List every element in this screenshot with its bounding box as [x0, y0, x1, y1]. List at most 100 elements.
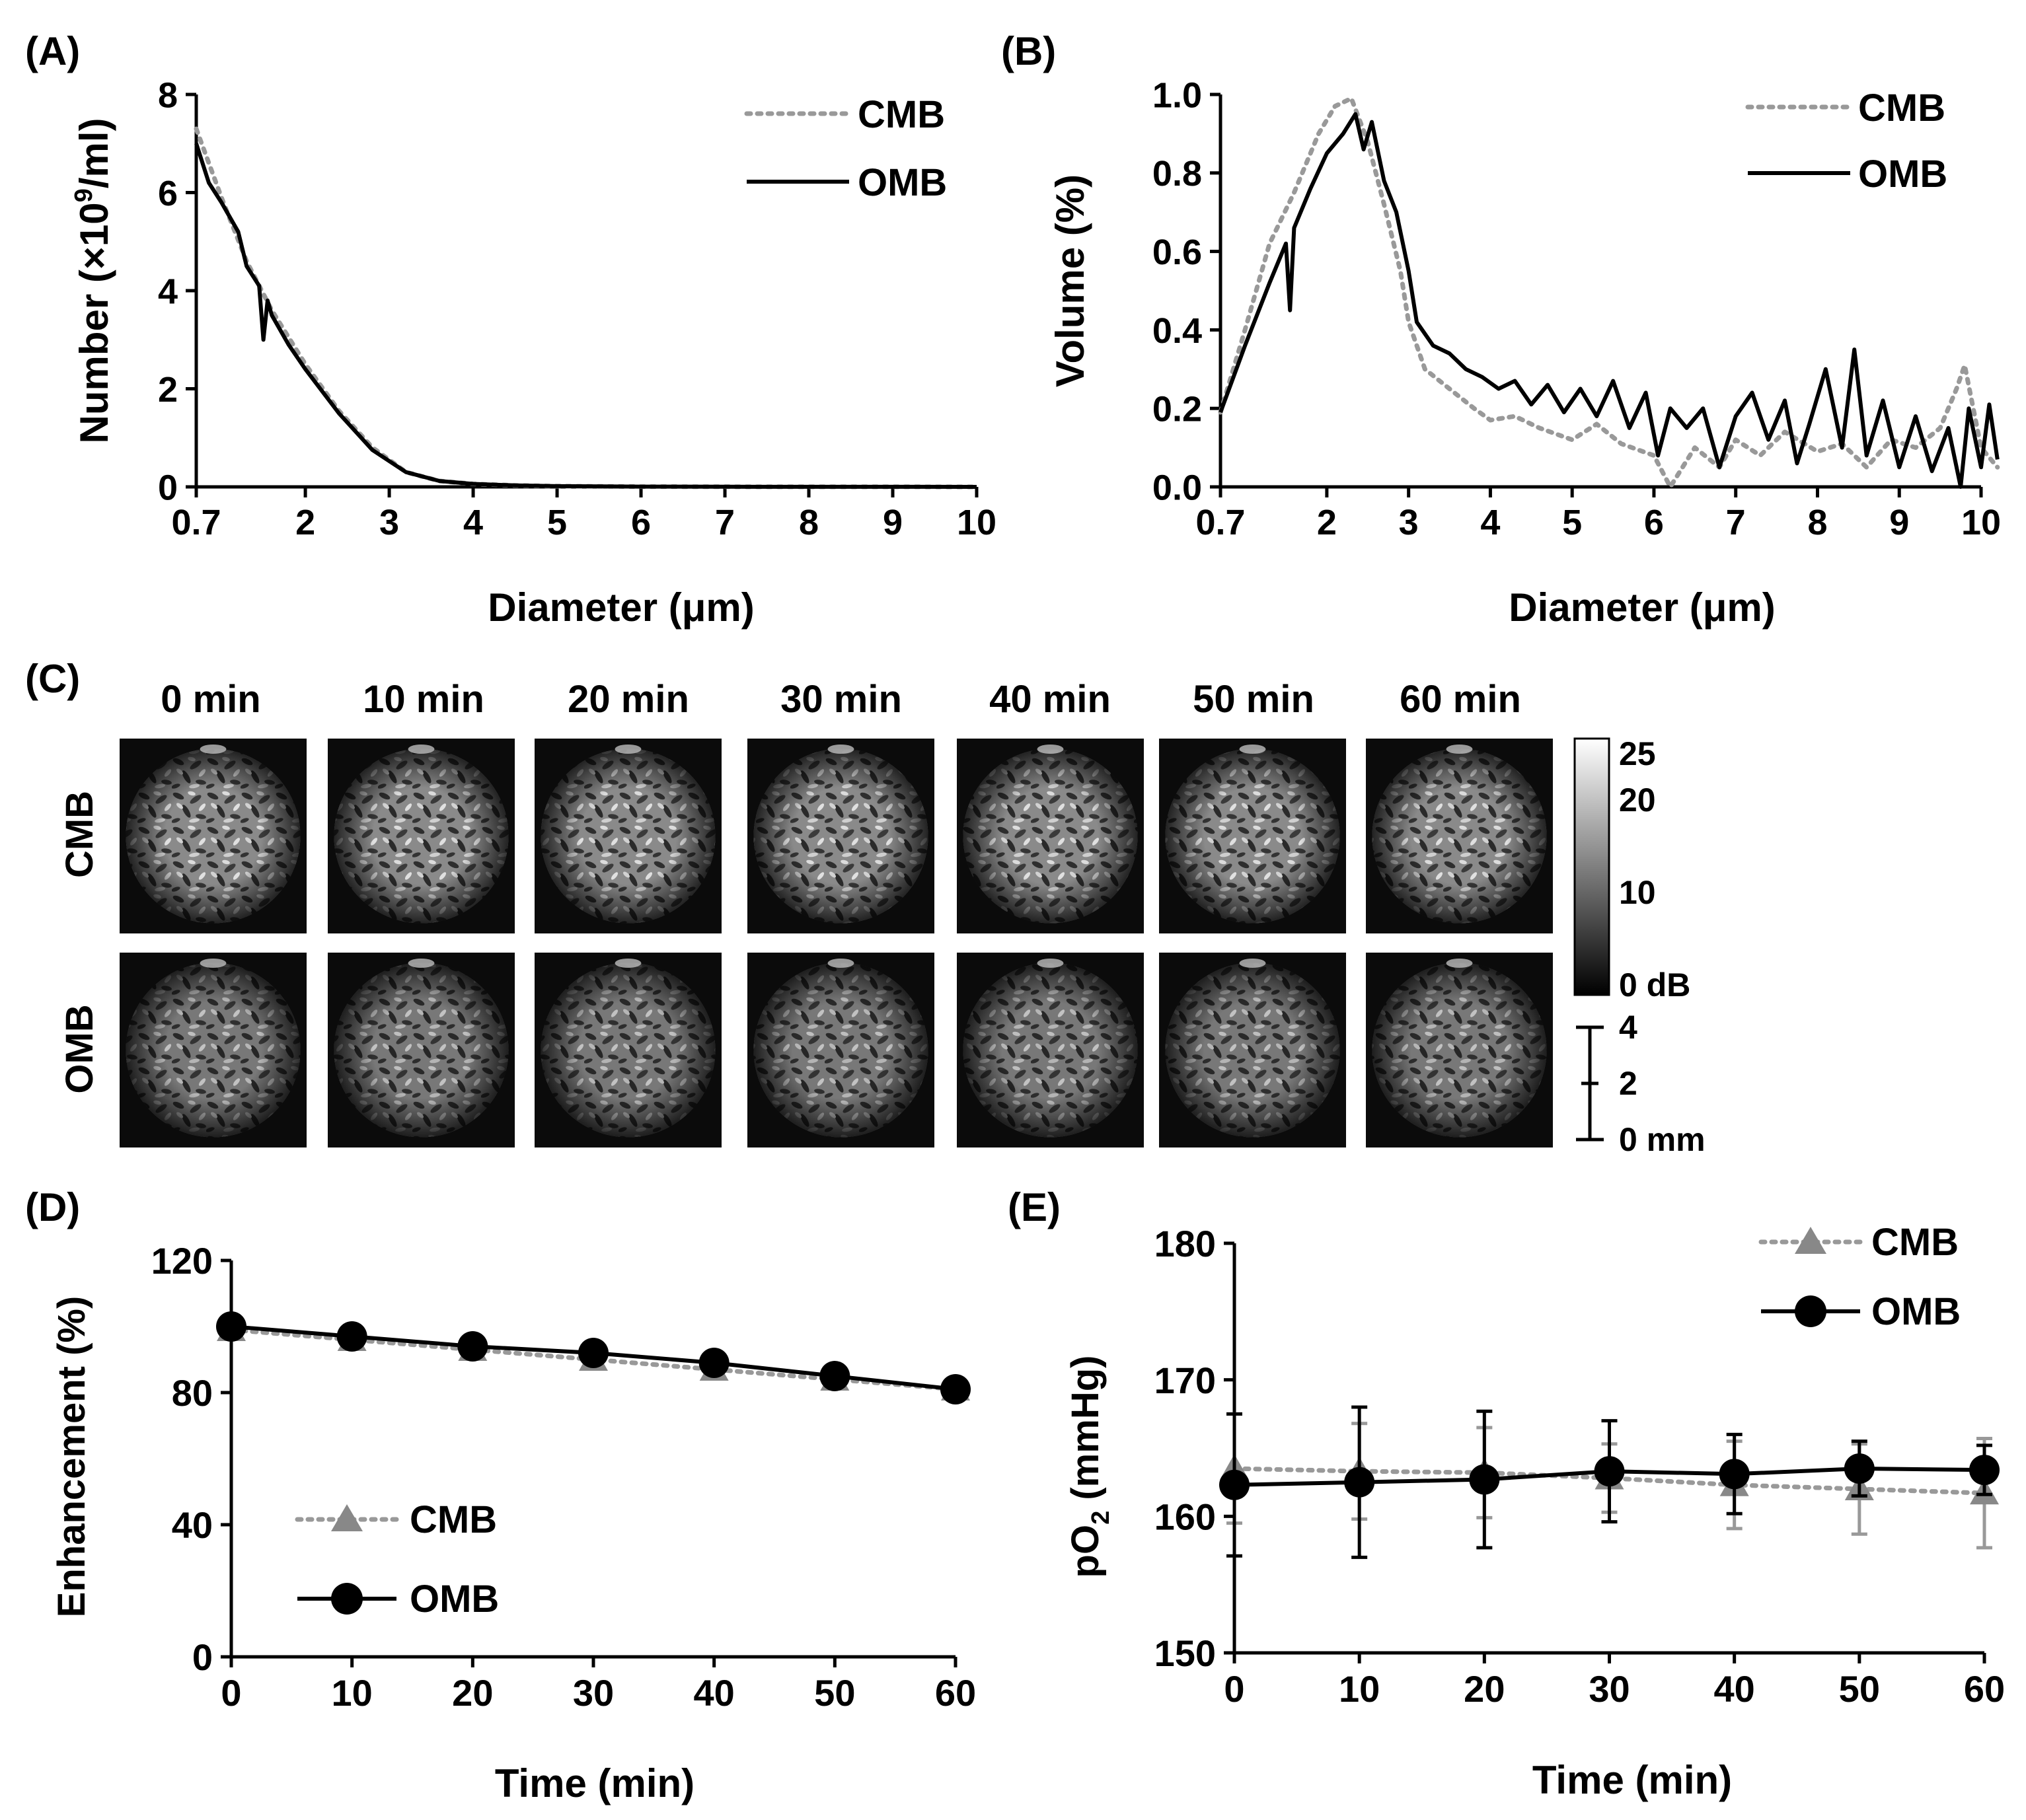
speckle-vignette [753, 748, 928, 924]
x-tick-label: 20 [1464, 1668, 1505, 1710]
speckle-vignette [334, 963, 509, 1138]
x-tick-label: 2 [1317, 503, 1337, 542]
y-tick-label: 0 [158, 468, 178, 507]
x-tick-label: 50 [814, 1672, 855, 1714]
y-tick-label: 0.8 [1152, 154, 1202, 194]
x-tick-label: 9 [883, 503, 903, 542]
x-tick-label: 0.7 [1195, 503, 1245, 542]
y-tick-label: 150 [1154, 1632, 1216, 1674]
scale-bar-label: 2 [1619, 1065, 1637, 1102]
x-tick-label: 4 [1480, 503, 1500, 542]
chart-e-legend-cmb-label: CMB [1871, 1221, 1959, 1264]
speckle-vignette [541, 963, 716, 1138]
panel-c-image-tiles [120, 739, 1553, 1147]
x-tick-label: 7 [715, 503, 735, 542]
colorbar-tick: 0 dB [1619, 966, 1690, 1003]
speckle-vignette [963, 748, 1138, 924]
time-label: 40 min [989, 678, 1111, 721]
speckle-vignette [1165, 748, 1340, 924]
scale-bar: 4 2 0 mm [1576, 1009, 1706, 1158]
chart-d-legend-omb-label: OMB [410, 1578, 499, 1620]
colorbar-gradient [1573, 737, 1610, 996]
panel-c-time-labels: 0 min 10 min 20 min 30 min 40 min 50 min… [161, 678, 1521, 721]
chart-b-legend-omb-label: OMB [1858, 153, 1947, 196]
ultrasound-image-omb-6 [1366, 953, 1553, 1147]
colorbar: 25 20 10 0 dB [1573, 735, 1690, 1003]
top-reflection [827, 745, 854, 754]
chart-a-legend-omb-label: OMB [858, 161, 947, 204]
x-tick-label: 30 [1589, 1668, 1630, 1710]
top-reflection [200, 745, 227, 754]
data-point-omb [1719, 1459, 1750, 1490]
chart-e-x-axis-label: Time (min) [1532, 1758, 1732, 1802]
top-reflection [200, 959, 227, 968]
chart-a-legend: CMB OMB [744, 93, 947, 204]
chart-d-series [216, 1311, 971, 1404]
x-tick-label: 10 [1339, 1668, 1380, 1710]
y-tick-label: 1.0 [1152, 75, 1202, 115]
chart-d-legend-cmb-label: CMB [410, 1498, 497, 1541]
ultrasound-image-omb-1 [328, 953, 515, 1147]
y-tick-label: 0.6 [1152, 233, 1202, 272]
y-tick-label: 0 [192, 1636, 213, 1678]
panel-label-e: (E) [1008, 1185, 1061, 1229]
chart-a-y-label-tail: /ml) [72, 118, 116, 189]
time-label: 50 min [1193, 678, 1314, 721]
speckle-vignette [334, 748, 509, 924]
ultrasound-image-cmb-5 [1159, 739, 1346, 933]
y-tick-label: 180 [1154, 1223, 1216, 1264]
y-tick-label: 40 [172, 1504, 213, 1546]
data-point-omb [1844, 1453, 1875, 1484]
x-tick-label: 40 [1714, 1668, 1755, 1710]
data-point-omb [1219, 1469, 1250, 1500]
chart-e-y-label-tail: (mmHg) [1064, 1356, 1107, 1511]
y-tick-label: 8 [158, 75, 178, 115]
chart-d-legend-omb-marker [331, 1583, 363, 1615]
ultrasound-image-omb-3 [747, 953, 934, 1147]
chart-a-axes [194, 94, 977, 489]
series-line-omb [194, 143, 977, 489]
chart-b-legend: CMB OMB [1745, 87, 1947, 196]
x-tick-label: 5 [1562, 503, 1582, 542]
x-tick-label: 5 [547, 503, 567, 542]
chart-a-y-axis-label: Number (×109/ml) [70, 118, 116, 444]
x-tick-label: 3 [1399, 503, 1419, 542]
chart-a-number-distribution: 0.7 2 3 4 5 6 7 8 9 10 0 2 4 6 8 Diameter (μm) Number… [70, 75, 996, 630]
ultrasound-image-cmb-0 [120, 739, 307, 933]
time-label: 20 min [568, 678, 689, 721]
colorbar-tick: 25 [1619, 735, 1656, 772]
time-label: 60 min [1400, 678, 1521, 721]
y-tick-label: 120 [151, 1240, 213, 1282]
panel-label-c: (C) [25, 657, 80, 701]
data-point-omb [216, 1311, 246, 1342]
scale-bar-label: 0 mm [1619, 1121, 1706, 1158]
x-tick-label: 30 [573, 1672, 614, 1714]
x-tick-label: 3 [379, 503, 399, 542]
top-reflection [408, 745, 435, 754]
x-tick-label: 10 [332, 1672, 373, 1714]
chart-b-axes [1219, 94, 1981, 489]
top-reflection [1446, 745, 1473, 754]
speckle-vignette [541, 748, 716, 924]
ultrasound-image-cmb-4 [957, 739, 1144, 933]
x-tick-label: 6 [631, 503, 651, 542]
data-point-omb [1969, 1455, 2000, 1486]
ultrasound-image-omb-2 [535, 953, 722, 1147]
chart-b-series [1218, 96, 2000, 490]
speckle-vignette [753, 963, 928, 1138]
y-tick-label: 2 [158, 370, 178, 410]
panel-label-b: (B) [1001, 29, 1056, 73]
chart-e-legend: CMB OMB [1758, 1221, 1961, 1333]
scale-bar-label: 4 [1619, 1009, 1637, 1046]
x-tick-label: 60 [935, 1672, 976, 1714]
y-tick-label: 4 [158, 272, 178, 311]
x-tick-label: 8 [799, 503, 819, 542]
x-tick-label: 20 [452, 1672, 493, 1714]
x-tick-label: 6 [1644, 503, 1664, 542]
chart-d-x-axis-label: Time (min) [495, 1761, 694, 1805]
chart-e-po2: 0 10 20 30 40 50 60 150 160 170 180 Time (min) pO… [1064, 1221, 2005, 1802]
x-tick-label: 10 [957, 503, 996, 542]
top-reflection [1239, 959, 1266, 968]
speckle-vignette [963, 963, 1138, 1138]
